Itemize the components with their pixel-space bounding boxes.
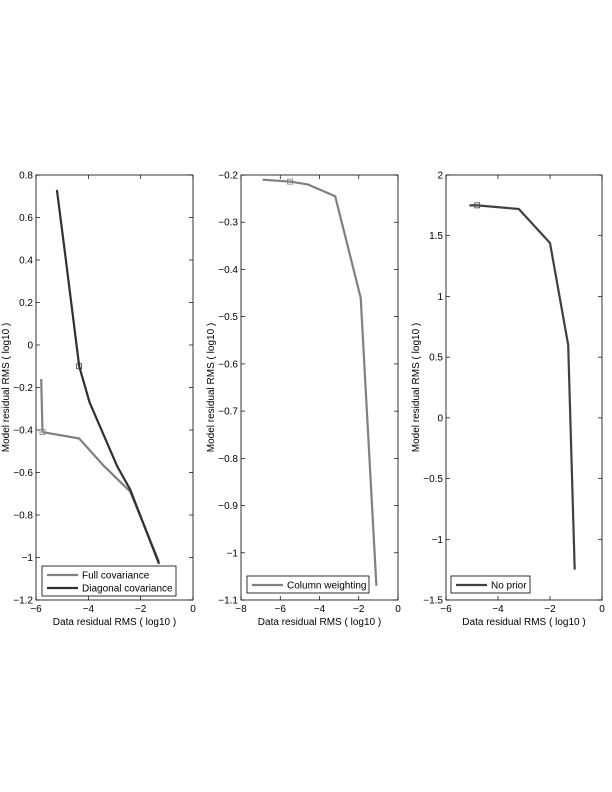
- legend-box: [450, 575, 531, 594]
- legend: No prior: [450, 575, 531, 594]
- legend-box: [41, 565, 177, 597]
- y-tick-label: −1: [227, 548, 239, 559]
- legend-box: [246, 575, 370, 594]
- y-tick-label: −0.8: [13, 511, 33, 522]
- panel-3: −6 −4 −2 0 −1.5 −1 −0.5 0 0.5 1 1.5 2 Data residual …: [411, 171, 605, 629]
- legend-label: Diagonal covariance: [82, 584, 173, 595]
- x-axis-label: Data residual RMS ( log10 ): [53, 617, 176, 628]
- series-line-1: [262, 178, 378, 586]
- y-tick-label: −0.2: [218, 171, 238, 182]
- x-tick-label: 0: [395, 604, 401, 615]
- y-tick-label: −0.4: [218, 265, 238, 276]
- series-line-1: [469, 204, 576, 570]
- plot-area: [35, 174, 194, 601]
- y-tick-label: −0.6: [218, 359, 238, 370]
- legend-label: No prior: [491, 581, 527, 592]
- x-tick-label: −6: [30, 604, 42, 615]
- x-tick-label: −8: [235, 604, 247, 615]
- y-tick-label: 1: [437, 292, 443, 303]
- y-tick-label: −1: [432, 535, 444, 546]
- y-tick-label: 0.6: [19, 213, 33, 224]
- x-tick-label: −6: [440, 604, 452, 615]
- legend: Column weighting: [246, 575, 370, 594]
- x-tick-label: −2: [135, 604, 147, 615]
- y-tick-label: 0: [27, 341, 33, 352]
- legend-label: Column weighting: [287, 581, 367, 592]
- y-tick-label: −0.7: [218, 407, 238, 418]
- y-tick-label: −0.4: [13, 426, 33, 437]
- y-axis-label: Model residual RMS ( log10 ): [206, 323, 217, 453]
- x-tick-label: −4: [83, 604, 95, 615]
- panel-1: −6 −4 −2 0 −1.2 −1 −0.8 −0.6 −0.4 −0.2 0 0.2 0.4 0.6 0…: [1, 171, 196, 629]
- series-line-2: [55, 189, 161, 565]
- y-tick-label: 2: [437, 171, 443, 182]
- plot-area: [445, 174, 603, 601]
- series-marker: [76, 363, 83, 370]
- y-tick-label: −1.1: [218, 596, 238, 607]
- x-axis-label: Data residual RMS ( log10 ): [258, 617, 381, 628]
- legend: Full covariance Diagonal covariance: [41, 565, 177, 597]
- plot-area: [240, 174, 399, 601]
- y-tick-label: −0.8: [218, 454, 238, 465]
- y-tick-label: −1: [22, 553, 34, 564]
- y-tick-label: 0.2: [19, 298, 33, 309]
- series-marker: [474, 202, 481, 209]
- x-tick-label: 0: [190, 604, 196, 615]
- y-axis-label: Model residual RMS ( log10 ): [1, 323, 12, 453]
- y-tick-label: −1.2: [13, 596, 33, 607]
- series-marker: [39, 429, 46, 436]
- y-tick-label: −1.5: [423, 596, 443, 607]
- y-tick-label: −0.6: [13, 468, 33, 479]
- y-tick-label: −0.2: [13, 383, 33, 394]
- x-tick-label: −6: [275, 604, 287, 615]
- panel-2: −8 −6 −4 −2 0 −1.1 −1 −0.9 −0.8 −0.7 −0.6 −0.5 −0.4 −…: [206, 171, 401, 629]
- y-axis-label: Model residual RMS ( log10 ): [411, 323, 422, 453]
- x-tick-label: −2: [353, 604, 365, 615]
- y-tick-label: −0.9: [218, 501, 238, 512]
- x-tick-label: −2: [544, 604, 556, 615]
- y-tick-label: 0.5: [429, 353, 443, 364]
- y-tick-label: −0.3: [218, 218, 238, 229]
- y-tick-label: −0.5: [423, 474, 443, 485]
- legend-label: Full covariance: [82, 571, 150, 582]
- x-tick-label: −4: [314, 604, 326, 615]
- y-tick-label: 0.8: [19, 171, 33, 182]
- x-tick-label: −4: [492, 604, 504, 615]
- series-marker: [287, 178, 293, 185]
- x-tick-label: 0: [599, 604, 605, 615]
- y-tick-label: 0.4: [19, 256, 33, 267]
- y-tick-label: 0: [437, 413, 443, 424]
- y-tick-label: −0.5: [218, 312, 238, 323]
- x-axis-label: Data residual RMS ( log10 ): [462, 617, 585, 628]
- y-tick-label: 1.5: [429, 231, 443, 242]
